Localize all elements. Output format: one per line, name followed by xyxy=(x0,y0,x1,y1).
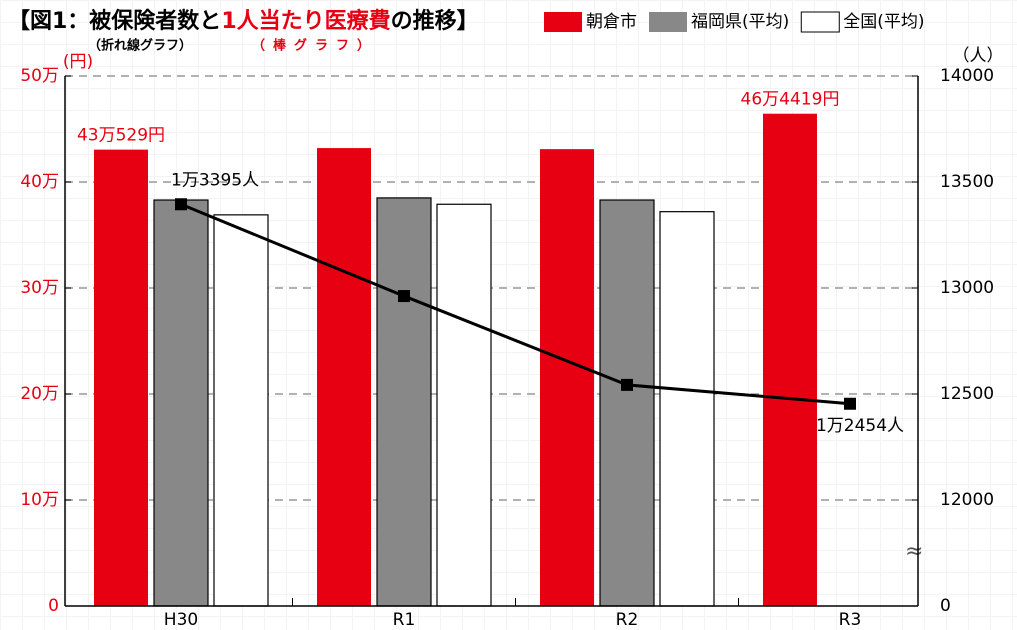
bar xyxy=(763,113,817,607)
data-label: 1万2454人 xyxy=(816,416,904,436)
legend-label: 全国(平均) xyxy=(843,12,924,32)
x-tick-label: H30 xyxy=(164,610,198,630)
y2-tick-label: 0 xyxy=(940,596,951,616)
legend-swatch xyxy=(544,12,582,32)
legend-swatch xyxy=(800,11,840,33)
y2-tick-label: 13500 xyxy=(940,172,994,192)
data-label: 1万3395人 xyxy=(171,170,259,190)
legend-label: 朝倉市 xyxy=(586,12,637,32)
bar xyxy=(659,211,715,607)
bar xyxy=(153,199,209,607)
y2-tick-label: 12500 xyxy=(940,384,994,404)
legend-label: 福岡県(平均) xyxy=(691,12,789,32)
y-tick-label: 50万 xyxy=(20,66,59,86)
x-tick-label: R1 xyxy=(393,610,416,630)
line xyxy=(180,202,851,406)
bar xyxy=(540,149,594,606)
legend-swatch xyxy=(649,12,687,32)
subtitle: （折れ線グラフ） xyxy=(88,38,192,54)
bar xyxy=(436,203,492,607)
x-tick-label: R3 xyxy=(839,610,862,630)
line-marker xyxy=(844,397,856,410)
data-label: 43万529円 xyxy=(77,126,165,146)
line-marker xyxy=(621,378,633,391)
title-part: 1人当たり医療費 xyxy=(221,8,390,34)
y2-tick-label: 12000 xyxy=(940,490,994,510)
line-marker xyxy=(398,290,410,303)
y2-tick-label: 14000 xyxy=(940,66,994,86)
title-part: の推移】 xyxy=(391,8,479,34)
y-tick-label: 40万 xyxy=(20,172,59,192)
y-tick-label: 30万 xyxy=(20,278,59,298)
axis-break: ≈ xyxy=(905,539,923,564)
title-part: 【図1：被保険者数と xyxy=(8,8,221,34)
bar xyxy=(317,148,371,606)
bar xyxy=(376,197,432,607)
chart-title: 【図1：被保険者数と1人当たり医療費の推移】 xyxy=(8,8,479,34)
bar xyxy=(94,149,148,606)
y2-tick-label: 13000 xyxy=(940,278,994,298)
bar xyxy=(213,214,269,607)
data-label: 46万4419円 xyxy=(741,90,840,110)
bar xyxy=(599,199,655,607)
y-tick-label: 10万 xyxy=(20,490,59,510)
line-marker xyxy=(175,198,187,211)
y2-unit: （人） xyxy=(953,46,1004,66)
y-unit: (円) xyxy=(63,52,93,72)
subtitle: （棒グラフ） xyxy=(252,38,378,54)
x-tick-label: R2 xyxy=(616,610,639,630)
y-tick-label: 0 xyxy=(48,596,59,616)
y-tick-label: 20万 xyxy=(20,384,59,404)
